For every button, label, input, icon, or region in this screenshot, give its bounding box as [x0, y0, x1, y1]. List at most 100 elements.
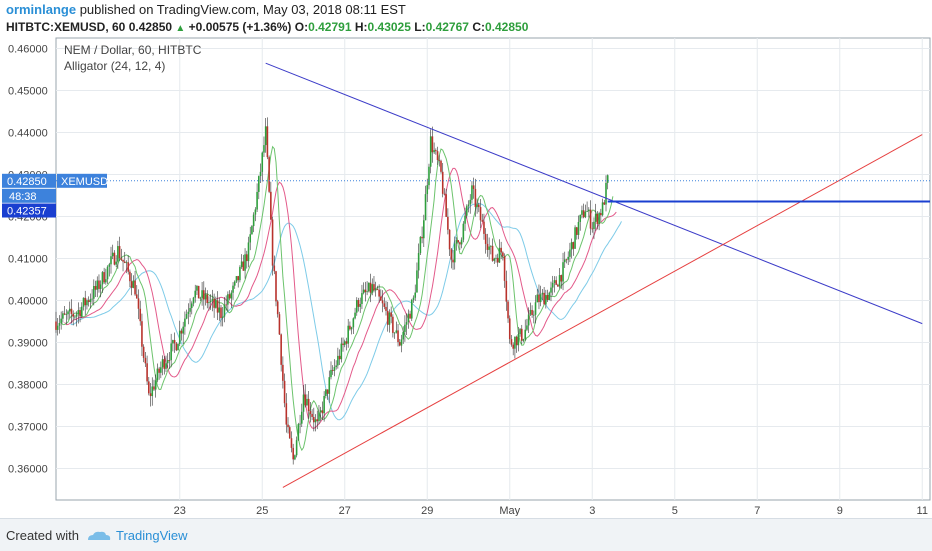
candle-body: [385, 306, 387, 311]
candle-body: [86, 300, 88, 306]
candle-body: [404, 324, 406, 332]
candle-body: [294, 455, 296, 460]
candle-body: [220, 307, 222, 319]
candle-body: [570, 242, 573, 250]
candle-body: [96, 280, 99, 290]
candle-body: [565, 259, 568, 261]
candle-body: [472, 185, 475, 189]
candle-body: [215, 300, 217, 308]
candle-body: [397, 330, 399, 343]
candle-body: [412, 297, 415, 301]
candle-body: [316, 419, 319, 422]
candle-body: [380, 296, 382, 301]
author-link[interactable]: orminlange: [6, 2, 77, 17]
candle-body: [524, 329, 527, 340]
line-price-tag: [2, 203, 56, 218]
candle-body: [582, 210, 585, 218]
candle-body: [520, 328, 523, 341]
candle-body: [333, 367, 336, 371]
candle-body: [512, 344, 514, 349]
high-value: 0.43025: [367, 20, 411, 34]
candle-body: [526, 325, 528, 330]
candle-body: [247, 242, 250, 262]
candle-body: [431, 136, 434, 153]
candle-body: [484, 233, 487, 244]
candle-body: [563, 259, 566, 263]
candle-body: [187, 311, 190, 314]
candle-body: [113, 252, 116, 265]
candle-body: [359, 303, 362, 307]
candle-body: [287, 424, 289, 428]
candle-body: [94, 286, 97, 290]
candle-body: [74, 316, 76, 318]
candle-body: [555, 280, 557, 285]
candle-body: [153, 386, 155, 390]
candle-body: [190, 303, 193, 309]
candle-body: [553, 280, 556, 283]
candle-body: [105, 279, 107, 283]
candle-body: [581, 210, 583, 215]
candle-body: [254, 209, 257, 215]
candle-body: [488, 246, 490, 250]
candle-body: [416, 270, 418, 293]
candle-body: [184, 318, 186, 327]
symbol-tag: [57, 173, 107, 188]
x-tick-label: 7: [754, 505, 760, 516]
candle-body: [299, 423, 301, 425]
candle-body: [543, 292, 545, 305]
candle-body: [515, 336, 518, 346]
candle-body: [429, 136, 432, 167]
candle-body: [452, 259, 454, 263]
candle-body: [309, 410, 312, 414]
candle-body: [508, 318, 511, 340]
candle-body: [546, 295, 549, 300]
tradingview-link[interactable]: TradingView: [116, 528, 188, 543]
candle-body: [288, 427, 291, 439]
close-value: 0.42850: [484, 20, 529, 34]
candle-body: [117, 246, 119, 262]
current-price-text: 0.42850: [7, 176, 47, 188]
candle-body: [242, 261, 245, 271]
candle-body: [550, 287, 552, 293]
candle-body: [584, 211, 587, 218]
price-chart[interactable]: 0.460000.450000.440000.430000.420000.410…: [0, 36, 932, 516]
candle-body: [290, 438, 293, 448]
candle-body: [340, 343, 343, 360]
candle-body: [295, 440, 298, 456]
open-label: O:: [294, 20, 309, 34]
candle-body: [156, 368, 159, 381]
candle-body: [478, 204, 480, 208]
red-trendline: [282, 134, 923, 488]
candle-body: [345, 341, 348, 344]
candle-body: [593, 221, 595, 230]
candle-body: [491, 245, 494, 261]
candle-body: [319, 410, 322, 413]
candle-body: [426, 185, 429, 195]
candle-body: [275, 271, 277, 302]
blue-trendline: [265, 62, 923, 325]
candle-body: [594, 213, 597, 222]
candles: [55, 117, 609, 465]
candle-body: [134, 280, 136, 295]
legend-title: NEM / Dollar, 60, HITBTC: [64, 43, 202, 57]
candle-body: [314, 419, 317, 423]
tradingview-cloud-icon: [88, 531, 111, 540]
candle-body: [173, 340, 176, 344]
candle-body: [170, 343, 172, 361]
candle-body: [149, 393, 152, 397]
publish-text: published on TradingView.com, May 03, 20…: [79, 2, 406, 17]
candle-body: [414, 292, 417, 298]
candle-body: [529, 309, 532, 315]
candle-body: [237, 276, 239, 281]
candle-body: [548, 292, 551, 300]
candle-body: [503, 256, 506, 281]
candle-body: [605, 182, 607, 205]
annotations: [56, 62, 930, 488]
candle-body: [182, 326, 184, 334]
candle-body: [166, 360, 169, 364]
y-tick-label: 0.39000: [8, 338, 48, 350]
candle-body: [249, 234, 252, 243]
candle-body: [601, 202, 604, 216]
candle-body: [574, 227, 576, 249]
y-tick-label: 0.45000: [8, 86, 48, 98]
